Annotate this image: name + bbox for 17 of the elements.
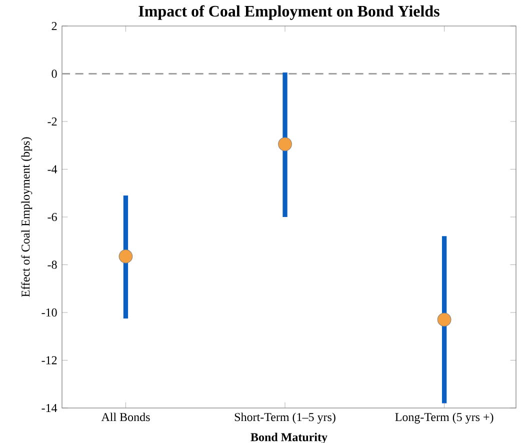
y-tick-label: -8 <box>48 260 57 269</box>
y-tick-label: -2 <box>48 118 57 126</box>
x-tick-label: Long-Term (5 yrs +) <box>395 412 494 424</box>
y-tick-label: -4 <box>48 165 58 174</box>
y-tick-label: 2 <box>52 22 57 30</box>
y-tick-label: -10 <box>42 308 57 317</box>
y-tick-label: 0 <box>52 70 57 78</box>
point <box>437 312 452 327</box>
y-tick-label: -12 <box>42 356 57 364</box>
y-tick-label: -14 <box>42 404 58 412</box>
y-axis-title: Effect of Coal Employment (bps) <box>21 137 32 297</box>
point <box>278 137 292 152</box>
point <box>118 249 133 264</box>
x-tick-label: Short-Term (1–5 yrs) <box>234 412 336 424</box>
y-tick-label: -6 <box>48 212 57 222</box>
x-tick-label: All Bonds <box>101 412 150 422</box>
chart-title: Impact of Coal Employment on Bond Yields <box>138 5 440 20</box>
